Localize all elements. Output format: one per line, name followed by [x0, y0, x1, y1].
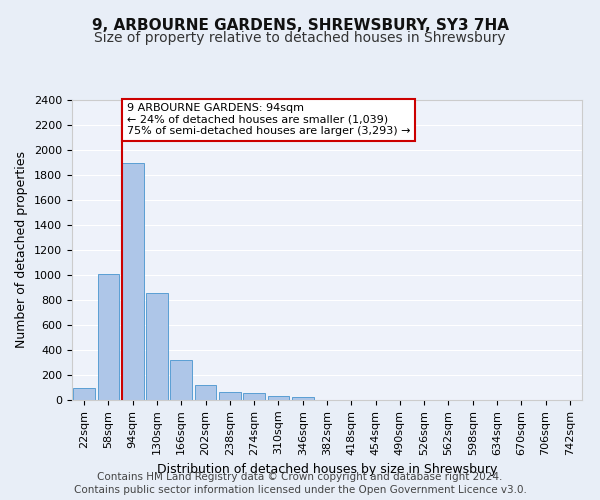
Bar [170, 360, 192, 400]
Bar [73, 388, 95, 400]
Text: Contains HM Land Registry data © Crown copyright and database right 2024.: Contains HM Land Registry data © Crown c… [97, 472, 503, 482]
Bar [243, 393, 265, 400]
Text: Size of property relative to detached houses in Shrewsbury: Size of property relative to detached ho… [94, 31, 506, 45]
Bar [97, 274, 119, 400]
X-axis label: Distribution of detached houses by size in Shrewsbury: Distribution of detached houses by size … [157, 463, 497, 476]
Text: 9 ARBOURNE GARDENS: 94sqm
← 24% of detached houses are smaller (1,039)
75% of se: 9 ARBOURNE GARDENS: 94sqm ← 24% of detac… [127, 103, 410, 136]
Bar [194, 385, 217, 400]
Bar [292, 397, 314, 400]
Y-axis label: Number of detached properties: Number of detached properties [16, 152, 28, 348]
Bar [219, 392, 241, 400]
Text: Contains public sector information licensed under the Open Government Licence v3: Contains public sector information licen… [74, 485, 526, 495]
Bar [122, 162, 143, 400]
Text: 9, ARBOURNE GARDENS, SHREWSBURY, SY3 7HA: 9, ARBOURNE GARDENS, SHREWSBURY, SY3 7HA [91, 18, 509, 32]
Bar [146, 292, 168, 400]
Bar [268, 396, 289, 400]
